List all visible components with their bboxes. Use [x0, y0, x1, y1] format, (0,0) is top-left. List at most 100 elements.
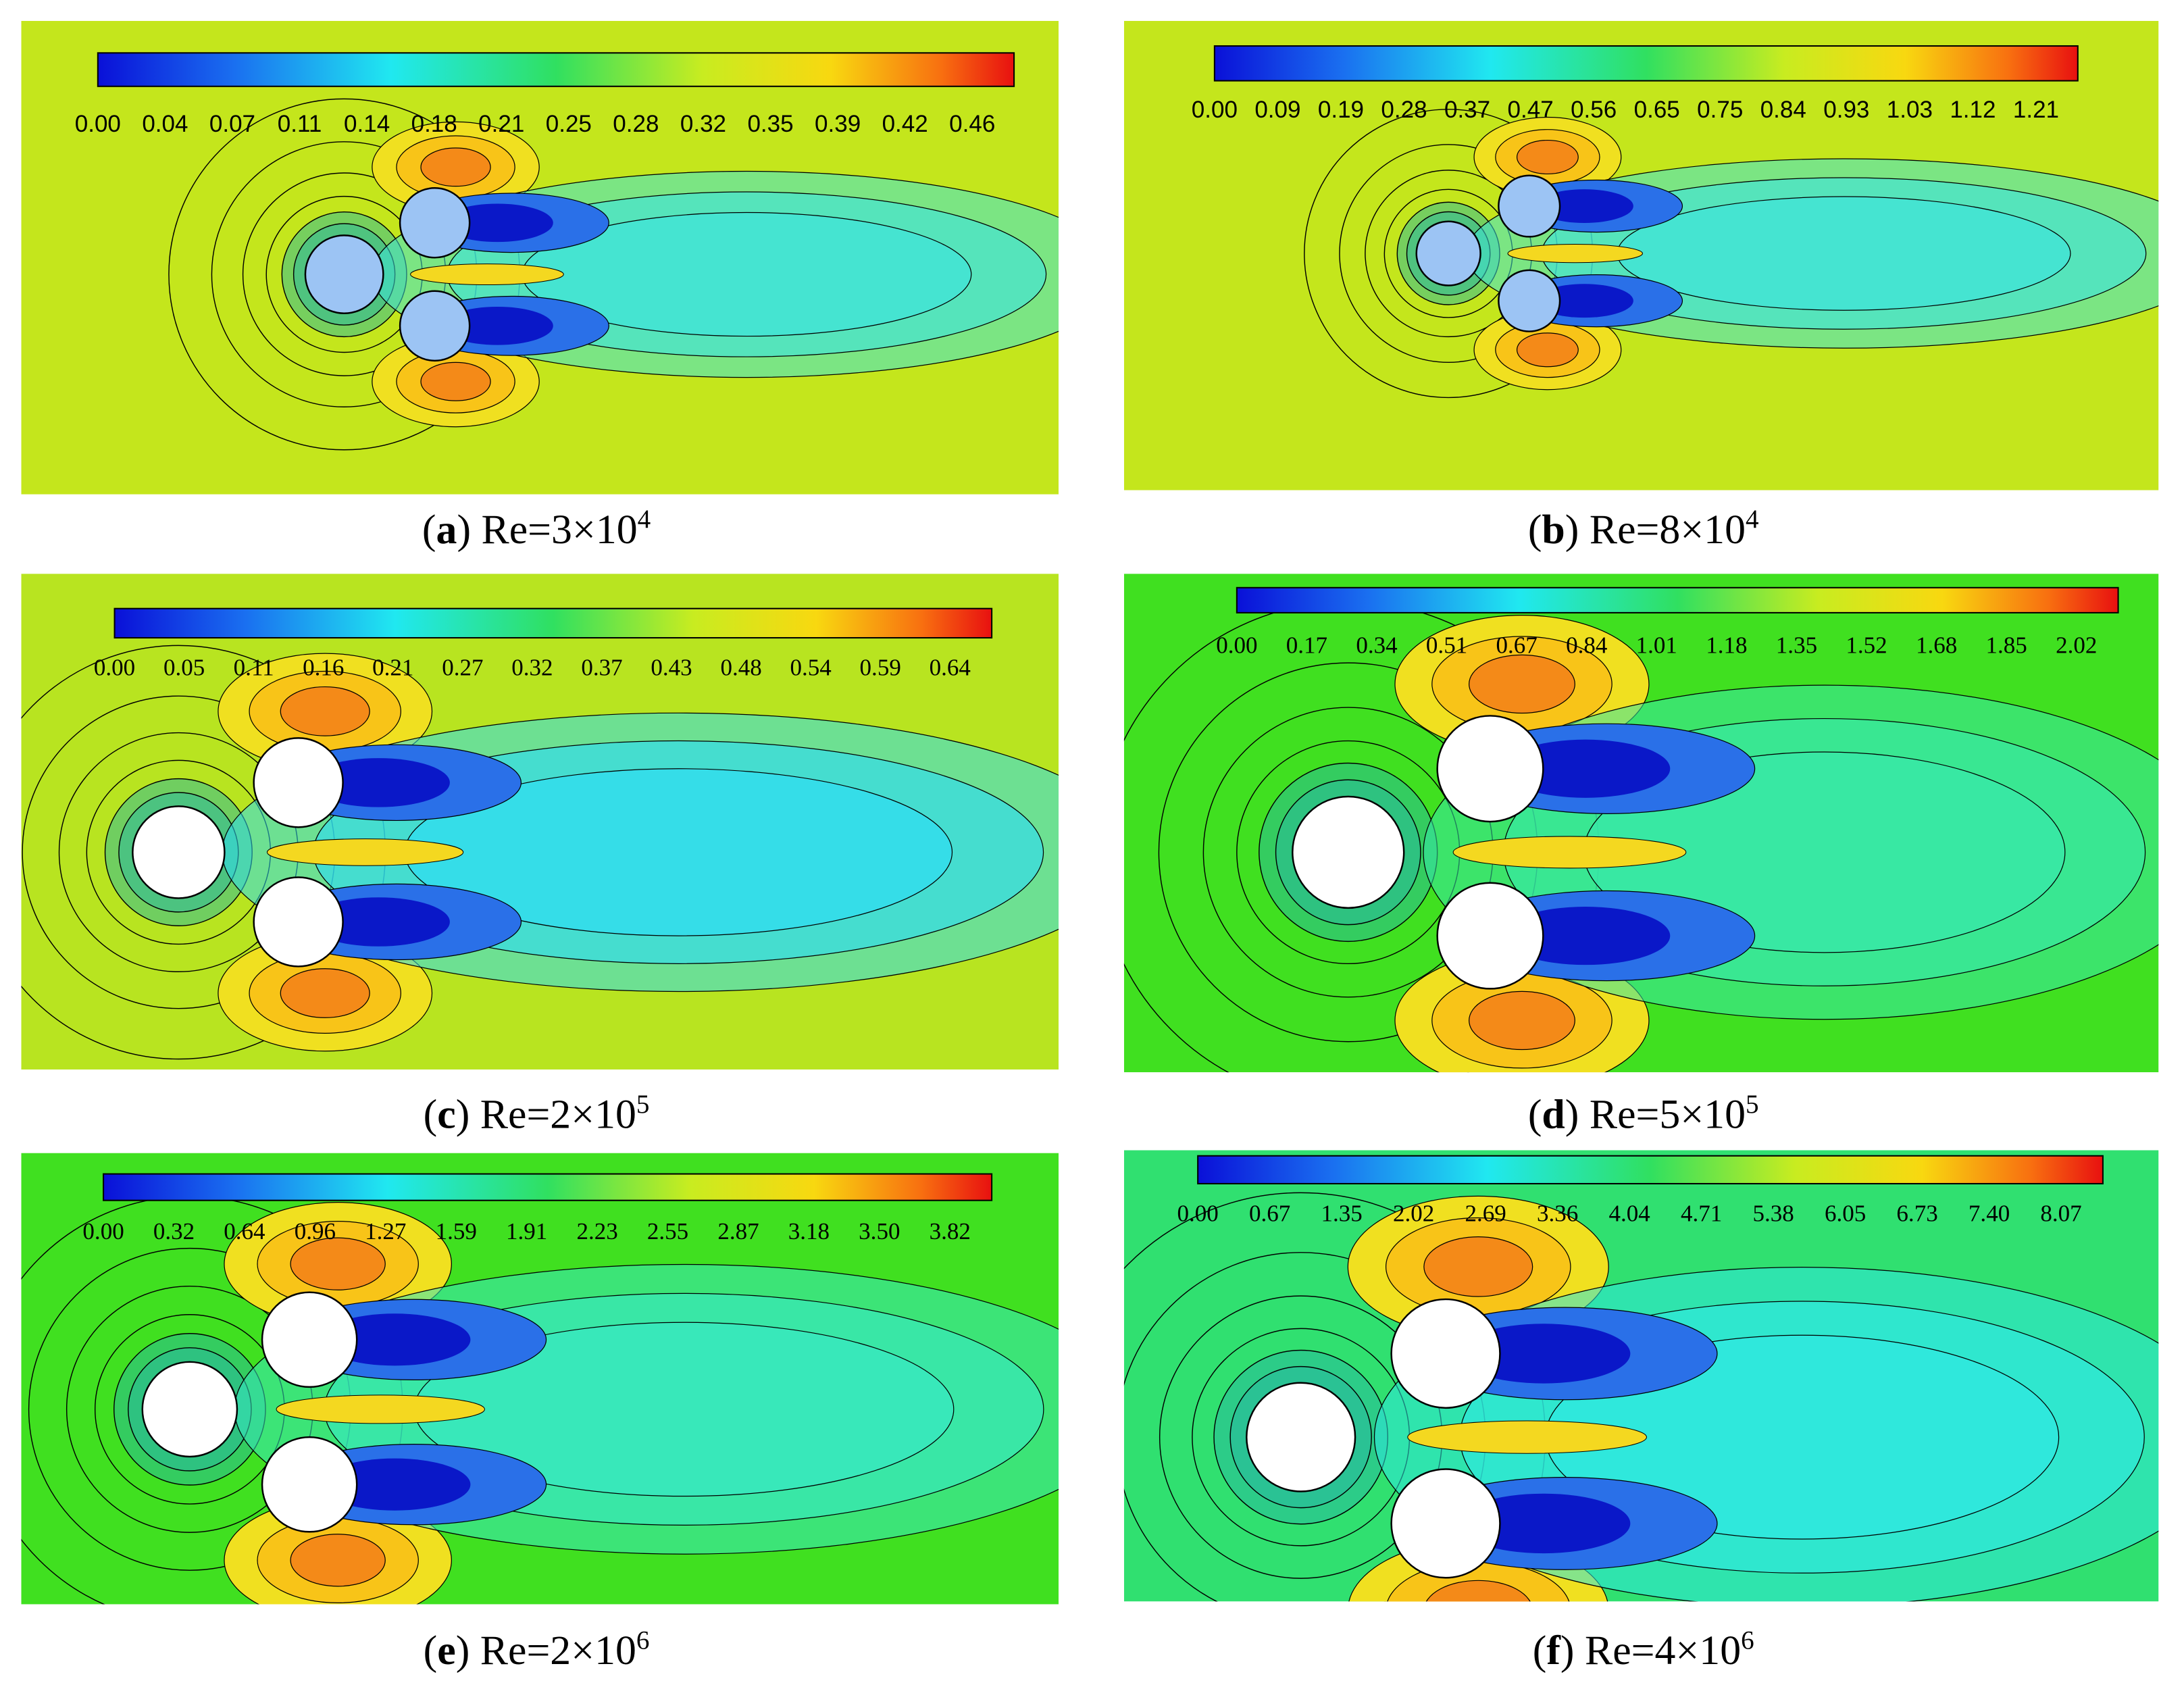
colorbar-tick-label: 0.34: [1356, 632, 1397, 658]
colorbar-tick-label: 0.14: [344, 111, 390, 137]
colorbar-tick-label: 1.68: [1916, 632, 1957, 658]
caption-close: ): [456, 1628, 470, 1674]
caption-letter: f: [1546, 1628, 1561, 1674]
colorbar-tick-label: 1.91: [506, 1218, 547, 1244]
caption-exponent: 6: [1741, 1626, 1754, 1655]
high-speed-lobe: [290, 1534, 386, 1587]
caption-exponent: 5: [636, 1090, 650, 1119]
high-speed-lobe: [1516, 332, 1579, 368]
colorbar-tick-label: 0.05: [163, 654, 205, 680]
colorbar-tick-label: 0.09: [1254, 97, 1300, 123]
cylinder: [1390, 1468, 1501, 1579]
colorbar-tick-label: 3.36: [1537, 1200, 1578, 1226]
contour-field: [1123, 574, 2159, 1073]
high-speed-lobe: [420, 361, 491, 401]
colorbar-tick-label: 0.25: [546, 111, 592, 137]
colorbar-tick-label: 0.21: [478, 111, 524, 137]
colorbar-tick-label: 0.00: [82, 1218, 124, 1244]
colorbar-tick-label: 0.65: [1634, 97, 1680, 123]
colorbar-tick-label: 0.59: [860, 654, 901, 680]
colorbar: [97, 52, 1015, 87]
colorbar-tick-label: 0.18: [411, 111, 457, 137]
colorbar-tick-label: 0.00: [94, 654, 135, 680]
colorbar: [113, 607, 993, 639]
colorbar-tick-label: 2.69: [1465, 1200, 1506, 1226]
gap-jet: [410, 263, 564, 286]
panel: 0.00 0.04 0.07 0.11 0.14 0.18 0.21 0.25 0.28 0.32…: [21, 20, 1059, 495]
caption-exponent: 5: [1746, 1090, 1759, 1119]
caption-letter: a: [436, 507, 457, 553]
colorbar-tick-label: 1.03: [1887, 97, 1933, 123]
colorbar-tick-label: 2.23: [576, 1218, 617, 1244]
colorbar-tick-label: 1.85: [1986, 632, 2027, 658]
colorbar-tick-label: 1.52: [1846, 632, 1887, 658]
caption-exponent: 6: [636, 1626, 650, 1655]
caption-text: Re=5×10: [1579, 1092, 1746, 1138]
low-speed-core: [319, 1458, 471, 1511]
colorbar-tick-label: 0.46: [949, 111, 995, 137]
colorbar-tick-label: 0.21: [372, 654, 413, 680]
low-speed-core: [1535, 284, 1633, 318]
colorbar: [1236, 586, 2119, 613]
high-speed-lobe: [280, 968, 370, 1018]
caption-close: ): [1560, 1628, 1575, 1674]
colorbar-tick-label: 0.32: [680, 111, 726, 137]
colorbar-tick-label: 0.56: [1571, 97, 1617, 123]
low-speed-core: [441, 203, 553, 243]
cylinder: [1292, 795, 1405, 909]
low-speed-core: [307, 897, 450, 947]
colorbar-tick-label: 6.73: [1896, 1200, 1937, 1226]
colorbar-tick-label: 0.16: [303, 654, 344, 680]
colorbar-tick-label: 1.01: [1636, 632, 1677, 658]
colorbar-tick-label: 0.37: [1444, 97, 1490, 123]
colorbar-tick-label: 0.07: [209, 111, 255, 137]
colorbar-tick-label: 0.17: [1286, 632, 1327, 658]
colorbar-tick-label: 0.11: [234, 654, 274, 680]
colorbar-tick-label: 0.96: [295, 1218, 336, 1244]
colorbar-tick-label: 8.07: [2040, 1200, 2081, 1226]
colorbar-tick-label: 6.05: [1825, 1200, 1866, 1226]
colorbar-tick-label: 0.00: [1216, 632, 1257, 658]
caption-close: ): [456, 1092, 470, 1138]
caption-text: Re=4×10: [1575, 1628, 1742, 1674]
high-speed-lobe: [1423, 1236, 1533, 1297]
colorbar-tick-label: 0.28: [613, 111, 659, 137]
colorbar-tick-label: 0.93: [1823, 97, 1869, 123]
cylinder: [132, 805, 226, 899]
caption: (b) Re=8×104: [1528, 505, 1759, 553]
low-speed-core: [319, 1313, 471, 1366]
low-speed-core: [1535, 189, 1633, 223]
cylinder: [253, 737, 344, 828]
colorbar-tick-label: 7.40: [1969, 1200, 2010, 1226]
caption-open: (: [1528, 1092, 1542, 1138]
panel: 0.00 0.67 1.35 2.02 2.69 3.36 4.04 4.71 5.38 6.05…: [1123, 1150, 2159, 1602]
colorbar-tick-label: 1.59: [436, 1218, 477, 1244]
high-speed-lobe: [1425, 1580, 1531, 1602]
cylinder: [1436, 715, 1544, 823]
caption-exponent: 4: [638, 505, 651, 534]
colorbar-tick-label: 0.11: [278, 111, 322, 137]
caption-letter: d: [1542, 1092, 1565, 1138]
caption-text: Re=2×10: [469, 1092, 636, 1138]
caption: (d) Re=5×105: [1528, 1090, 1759, 1138]
colorbar-tick-label: 0.32: [511, 654, 553, 680]
colorbar-tick-label: 0.47: [1508, 97, 1554, 123]
colorbar-tick-label: 0.27: [442, 654, 483, 680]
colorbar: [1213, 45, 2079, 82]
colorbar-tick-label: 0.00: [1177, 1200, 1219, 1226]
colorbar-tick-label: 2.02: [1393, 1200, 1434, 1226]
caption-text: Re=8×10: [1579, 507, 1746, 553]
colorbar: [1197, 1155, 2104, 1185]
cylinder: [399, 187, 471, 259]
gap-jet: [1507, 244, 1643, 263]
colorbar-tick-label: 5.38: [1752, 1200, 1794, 1226]
colorbar-tick-label: 1.21: [2013, 97, 2059, 123]
colorbar-tick-label: 0.84: [1760, 97, 1806, 123]
contour-field: [1123, 1150, 2159, 1602]
colorbar-tick-label: 0.35: [747, 111, 793, 137]
gap-jet: [276, 1394, 485, 1424]
contour-field: [21, 20, 1059, 495]
caption-letter: c: [437, 1092, 455, 1138]
colorbar-tick-label: 0.39: [815, 111, 861, 137]
